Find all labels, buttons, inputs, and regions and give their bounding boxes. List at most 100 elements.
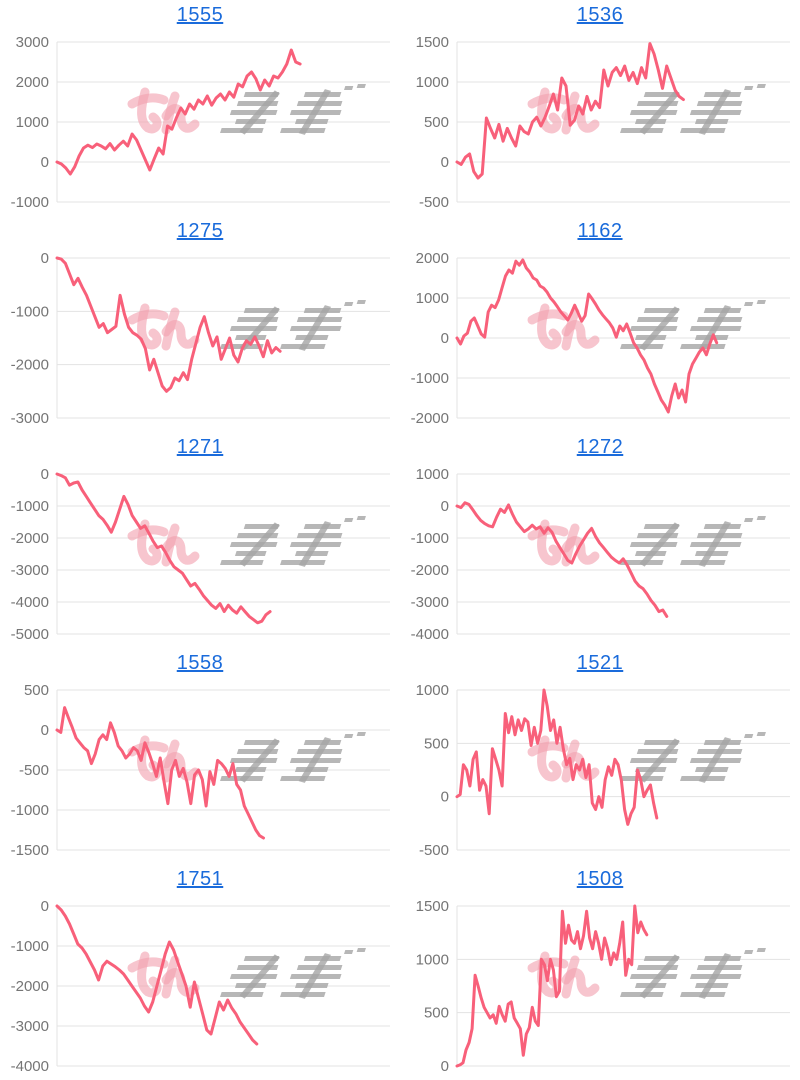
watermark-gray-bar	[634, 119, 667, 124]
chart-title-row: 1508	[400, 868, 800, 891]
payout-line-chart: 2000 1000 0 -1000 -2000	[411, 250, 790, 427]
y-axis-tick-label: 1000	[416, 951, 449, 968]
watermark-pink-stroke	[161, 968, 200, 997]
watermark-gray-stroke	[239, 738, 280, 783]
watermark-gray-bar	[694, 551, 729, 556]
minrepo-watermark-icon	[127, 84, 366, 135]
watermark-gray-bar	[280, 560, 326, 565]
y-axis-tick-label: -1000	[411, 530, 449, 547]
chart-title-row: 1558	[0, 652, 400, 675]
payout-series-line	[55, 48, 302, 176]
watermark-gray-bar	[344, 86, 354, 90]
machine-number-link[interactable]: 1521	[576, 652, 624, 674]
minrepo-watermark-icon	[127, 732, 366, 783]
payout-series-line	[455, 42, 685, 180]
watermark-gray-bar	[756, 300, 766, 304]
watermark-gray-bar	[356, 516, 366, 520]
machine-number-link[interactable]: 1536	[576, 4, 624, 26]
machine-number-link[interactable]: 1271	[176, 436, 224, 458]
watermark-gray-bar	[356, 948, 366, 952]
y-axis-tick-label: 0	[441, 498, 449, 515]
machine-number-link[interactable]: 1558	[176, 652, 224, 674]
machine-number-link[interactable]: 1555	[176, 4, 224, 26]
watermark-gray-bar	[356, 732, 366, 736]
watermark-pink-stroke	[561, 104, 600, 133]
watermark-gray-bar	[680, 344, 726, 349]
y-axis-tick-label: -1000	[11, 303, 49, 320]
payout-line-chart: 500 0 -500 -1000 -1500	[11, 682, 390, 859]
minrepo-watermark-icon	[127, 516, 366, 567]
watermark-gray-bar	[756, 84, 766, 88]
machine-number-link[interactable]: 1508	[576, 868, 624, 890]
watermark-gray-bar	[229, 758, 278, 763]
watermark-gray-bar	[694, 119, 729, 124]
y-axis-tick-label: -1000	[11, 938, 49, 955]
minrepo-watermark-icon	[127, 300, 366, 351]
watermark-gray-bar	[236, 965, 279, 970]
minrepo-watermark-icon	[527, 516, 766, 567]
watermark-gray-bar	[696, 965, 743, 970]
watermark-pink-stroke	[161, 91, 180, 135]
watermark-gray-bar	[303, 308, 342, 313]
chart-cell: 1275 0 -1000 -2000 -3000	[0, 216, 400, 432]
watermark-pink-stroke	[527, 309, 569, 325]
machine-number-link[interactable]: 1162	[577, 220, 623, 242]
y-axis-tick-label: -3000	[11, 1018, 49, 1035]
y-axis-tick-label: 1000	[416, 466, 449, 483]
watermark-gray-stroke	[639, 522, 680, 567]
y-axis-tick-label: -4000	[11, 1058, 49, 1075]
watermark-gray-glyphs	[620, 732, 766, 783]
watermark-pink-stroke	[561, 523, 580, 567]
watermark-gray-stroke	[698, 521, 732, 567]
y-axis-tick-label: -3000	[411, 594, 449, 611]
y-axis-tick-label: 500	[424, 735, 449, 752]
watermark-gray-bar	[294, 119, 329, 124]
payout-line-chart: 1500 1000 500 0	[416, 898, 790, 1075]
machine-number-link[interactable]: 1275	[176, 220, 224, 242]
watermark-gray-bar	[234, 119, 267, 124]
watermark-pink-stroke	[561, 536, 600, 565]
watermark-pink-stroke	[127, 741, 169, 757]
watermark-gray-stroke	[698, 89, 732, 135]
watermark-pink-stroke	[537, 519, 562, 566]
watermark-gray-bar	[620, 128, 664, 133]
watermark-gray-bar	[634, 551, 667, 556]
watermark-gray-bar	[243, 956, 280, 961]
watermark-gray-glyphs	[220, 948, 366, 999]
watermark-gray-bar	[689, 974, 742, 979]
watermark-pink-stroke	[561, 955, 580, 999]
machine-number-link[interactable]: 1272	[576, 436, 624, 458]
watermark-gray-bar	[680, 992, 726, 997]
watermark-gray-bar	[620, 776, 664, 781]
watermark-gray-bar	[744, 518, 754, 522]
watermark-gray-bar	[744, 950, 754, 954]
watermark-gray-bar	[696, 101, 743, 106]
y-axis-tick-label: -5000	[11, 626, 49, 643]
watermark-gray-stroke	[239, 306, 280, 351]
watermark-gray-bar	[243, 524, 280, 529]
watermark-gray-bar	[703, 92, 742, 97]
watermark-gray-bar	[236, 533, 279, 538]
watermark-gray-bar	[289, 974, 342, 979]
chart-cell: 1751 0 -1000 -2000 -3000 -4000	[0, 864, 400, 1080]
y-axis-tick-label: 2000	[16, 74, 49, 91]
y-axis-tick-label: 0	[441, 789, 449, 806]
watermark-gray-bar	[294, 551, 329, 556]
watermark-gray-bar	[689, 110, 742, 115]
chart-title-row: 1271	[0, 436, 400, 459]
watermark-gray-bar	[680, 776, 726, 781]
watermark-gray-bar	[744, 734, 754, 738]
y-axis-tick-label: 1500	[416, 34, 449, 51]
watermark-gray-glyphs	[220, 516, 366, 567]
watermark-pink-stroke	[127, 525, 169, 541]
watermark-gray-bar	[303, 956, 342, 961]
y-axis-tick-label: 500	[424, 114, 449, 131]
watermark-gray-bar	[620, 992, 664, 997]
watermark-gray-bar	[636, 317, 679, 322]
chart-title-row: 1536	[400, 4, 800, 27]
watermark-gray-bar	[234, 983, 267, 988]
watermark-gray-bar	[643, 92, 680, 97]
payout-line-chart: 0 -1000 -2000 -3000	[11, 250, 390, 427]
watermark-pink-stroke	[137, 303, 162, 350]
machine-number-link[interactable]: 1751	[176, 868, 224, 890]
